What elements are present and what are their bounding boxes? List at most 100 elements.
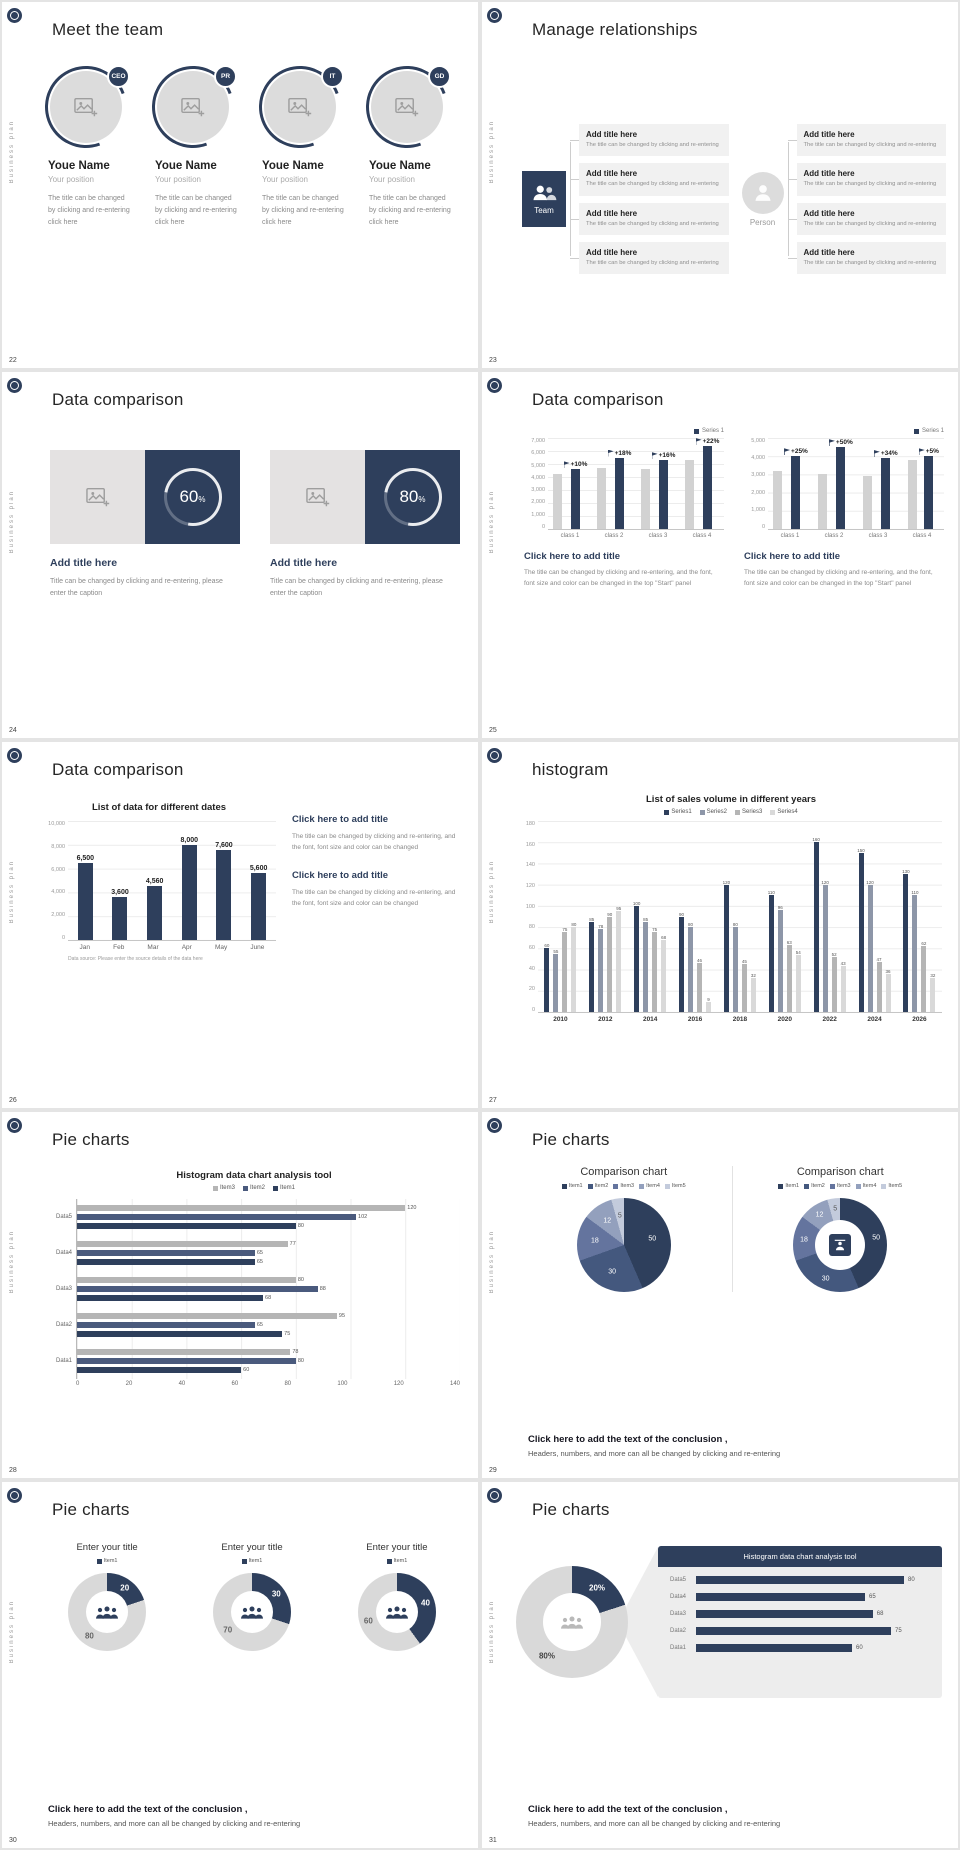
donut-charts-row: Enter your title Item1 20 80 Enter your titl… <box>42 1542 462 1651</box>
person-icon-circle <box>741 171 784 214</box>
y-tick-label: 6,000 <box>51 866 65 873</box>
slide-25[interactable]: Series 1 7,000 6,000 5,000 4,000 3,000 2,000 1,… <box>482 372 958 738</box>
growth-label: +5% <box>918 448 939 456</box>
bar-value-label: 65 <box>256 1259 263 1265</box>
legend-item: Item1 <box>778 1183 799 1189</box>
conclusion: Click here to add the text of the conclu… <box>48 1804 464 1828</box>
x-tick-label: class 3 <box>648 533 668 539</box>
box-text: The title can be changed by clicking and… <box>586 141 719 148</box>
row-label: Data5 <box>670 1577 687 1583</box>
growth-value: +5% <box>925 448 939 456</box>
bar-value-label: 60 <box>243 1367 250 1373</box>
bar-zone: 60 <box>696 1644 930 1652</box>
slide-31[interactable]: 20% 80% Histogram data chart analysis too… <box>482 1482 958 1848</box>
slide-27[interactable]: List of sales volume in different years S… <box>482 742 958 1108</box>
bar <box>77 1348 291 1356</box>
y-tick-label: 2,000 <box>751 489 765 496</box>
slide-rail: Business plan 24 <box>2 372 28 738</box>
bar <box>77 1258 255 1266</box>
person-icon <box>753 183 773 203</box>
bar-wrap: 85 <box>588 821 596 1012</box>
bar-row: 75 <box>77 1330 460 1338</box>
category-label: Data2 <box>55 1322 72 1328</box>
bar-wrap: 43 <box>839 821 847 1012</box>
bar-wrap: +10% <box>563 438 587 529</box>
legend-label: Item3 <box>219 1185 235 1191</box>
legend-swatch <box>639 1183 645 1189</box>
flag-icon <box>828 439 835 447</box>
y-axis-labels: 5,000 4,000 3,000 2,000 1,000 0 <box>744 438 768 530</box>
page-number: 23 <box>489 357 497 364</box>
bar-wrap: 160 <box>812 821 820 1012</box>
analysis-panel: Histogram data chart analysis tool Data5 8… <box>658 1546 942 1698</box>
bar <box>822 884 828 1012</box>
bar-wrap: 32 <box>749 821 757 1012</box>
bar-value-label: 80 <box>297 1358 304 1364</box>
image-placeholder-icon <box>288 97 312 118</box>
bar <box>553 953 559 1012</box>
legend-item: Item1 <box>386 1558 407 1564</box>
growth-value: +50% <box>835 439 853 447</box>
slide-22[interactable]: CEO Youe Name Your position The title can b… <box>2 2 478 368</box>
sidebar-vertical-text: Business plan <box>9 1600 15 1664</box>
category-label: Data5 <box>55 1214 72 1220</box>
slide-30[interactable]: Enter your title Item1 20 80 Enter your titl… <box>2 1482 478 1848</box>
legend-swatch <box>778 1183 784 1189</box>
legend-item: Series2 <box>699 809 727 815</box>
growth-label: +22% <box>695 438 719 445</box>
sidebar-vertical-text: Business plan <box>489 1230 495 1294</box>
box-text: The title can be changed by clicking and… <box>803 259 937 266</box>
percent-value: 80 <box>399 487 419 506</box>
bar <box>696 1627 891 1635</box>
bar-wrap: +18% <box>607 438 631 529</box>
member-name: Youe Name <box>155 160 217 172</box>
legend-item: Item5 <box>664 1183 686 1189</box>
bar-wrap: 110 <box>767 821 775 1012</box>
bar <box>930 978 936 1012</box>
position-badge: CEO <box>107 65 130 88</box>
bar-group: +16% <box>640 438 675 529</box>
bar-value-label: 120 <box>407 1205 417 1211</box>
bar-current <box>659 460 668 529</box>
legend-item: Item3 <box>613 1183 634 1189</box>
growth-label: +50% <box>828 439 853 447</box>
caption-block: Click here to add title The title can be … <box>292 814 464 854</box>
position-badge: IT <box>321 65 344 88</box>
data-card: 80% Add title here Title can be changed … <box>270 450 460 600</box>
member-name: Youe Name <box>262 160 324 172</box>
bar-wrap <box>862 438 872 529</box>
brand-logo-icon <box>487 1118 502 1133</box>
bar-wrap: +50% <box>828 438 853 529</box>
bar-value-label: 65 <box>869 1594 876 1600</box>
y-tick-label: 8,000 <box>51 843 65 850</box>
slice-label: 50 <box>648 1235 657 1243</box>
y-tick-label: 80 <box>528 924 535 931</box>
y-tick-label: 2,000 <box>51 912 65 919</box>
bar-group: 90 80 46 9 <box>678 821 713 1012</box>
bar <box>181 844 197 940</box>
slide-24[interactable]: 60% Add title here Title can be changed … <box>2 372 478 738</box>
presenter-icon <box>829 1234 852 1256</box>
flag-icon <box>695 438 702 445</box>
bar-group: +18% <box>596 438 631 529</box>
bar <box>696 1610 873 1618</box>
slide-23[interactable]: Team Add title here The title can be chan… <box>482 2 958 368</box>
slide-29[interactable]: Comparison chart Item1 Item2 Item3 Item4 Item… <box>482 1112 958 1478</box>
x-tick-label: 80 <box>284 1381 292 1387</box>
bar-value-label: 36 <box>885 968 891 974</box>
bar-value-label: 6,500 <box>76 854 95 862</box>
brand-logo-icon <box>7 748 22 763</box>
box-title: Add title here <box>586 169 638 179</box>
legend-swatch <box>561 1183 567 1189</box>
bar-current <box>836 447 846 529</box>
bar-value-label: 5,600 <box>249 865 268 873</box>
x-tick-label: class 1 <box>780 533 800 539</box>
growth-value: +25% <box>791 448 808 456</box>
slide-26[interactable]: List of data for different dates 10,000 8,… <box>2 742 478 1108</box>
card-visual: 60% <box>50 450 240 544</box>
box-title: Add title here <box>803 129 855 139</box>
y-tick-label: 10,000 <box>48 821 65 827</box>
bar <box>885 973 891 1012</box>
slide-28[interactable]: Histogram data chart analysis tool Item3 I… <box>2 1112 478 1478</box>
bar-wrap <box>640 438 650 529</box>
